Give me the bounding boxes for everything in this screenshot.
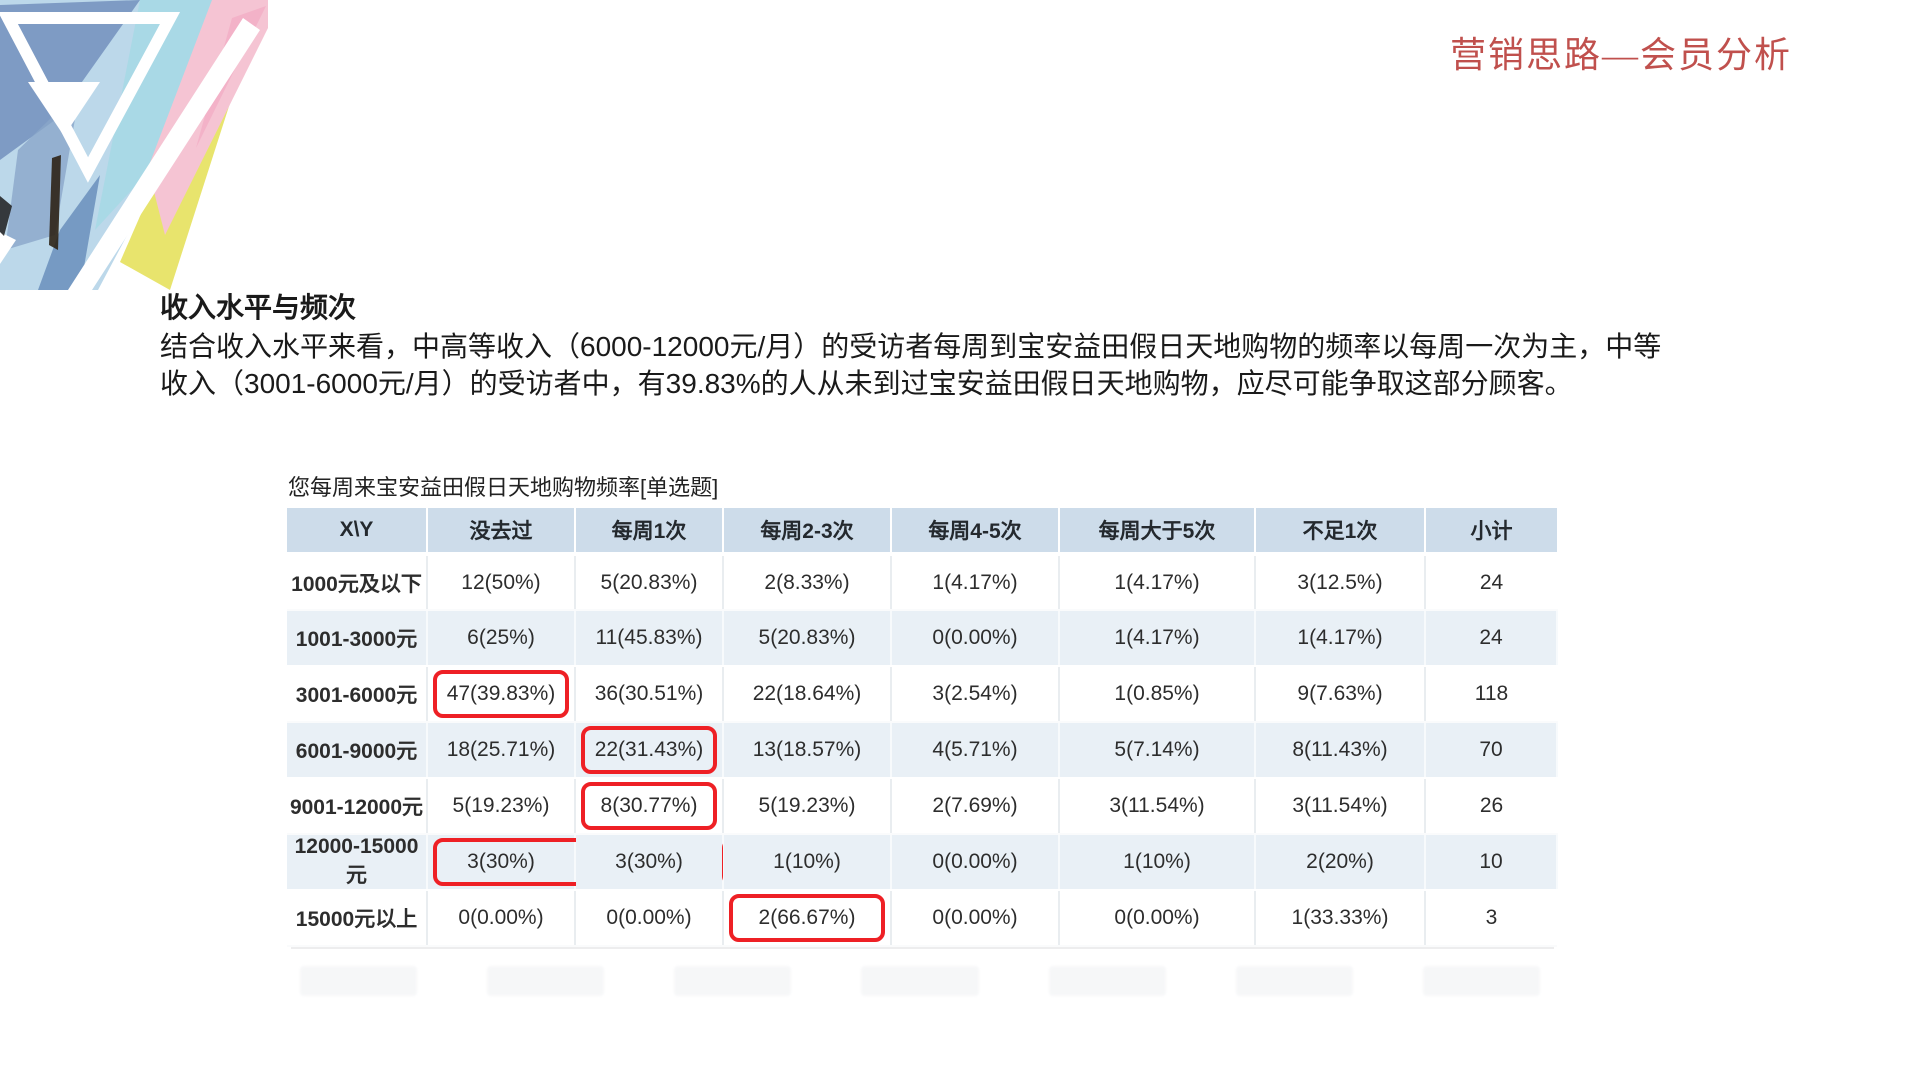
column-header: 不足1次 [1255, 508, 1426, 556]
table-cell: 4(5.71%) [891, 722, 1060, 779]
table-cell: 0(0.00%) [891, 610, 1060, 667]
table-row: 1001-3000元 6(25%) 11(45.83%) 5(20.83%) 0(0.0… [287, 610, 1558, 667]
row-label: 12000-15000元 [287, 834, 428, 891]
table-cell: 2(20%) [1255, 834, 1426, 891]
table-cell: 2(7.69%) [891, 778, 1060, 835]
table-cell: 0(0.00%) [575, 890, 724, 947]
highlighted-cell: 22(31.43%) [575, 722, 724, 779]
table-cell: 118 [1425, 666, 1557, 723]
table-row: 3001-6000元 47(39.83%) 36(30.51%) 22(18.64%)… [287, 666, 1557, 723]
table-cell: 0(0.00%) [1059, 890, 1256, 947]
table-row: 1000元及以下 12(50%) 5(20.83%) 2(8.33%) 1(4.17%)… [287, 554, 1557, 611]
table-body: 1000元及以下 12(50%) 5(20.83%) 2(8.33%) 1(4.17%)… [287, 554, 1558, 947]
row-label: 9001-12000元 [287, 778, 428, 835]
analysis-section: 收入水平与频次 结合收入水平来看，中高等收入（6000-12000元/月）的受访… [160, 288, 1850, 402]
row-label: 15000元以上 [287, 890, 428, 947]
row-label: 3001-6000元 [287, 666, 428, 723]
table-cell: 5(20.83%) [575, 554, 724, 611]
table-cell: 8(11.43%) [1255, 722, 1426, 779]
table-cell: 1(0.85%) [1059, 666, 1256, 723]
table-cell: 2(8.33%) [723, 554, 892, 611]
table-cell: 36(30.51%) [575, 666, 724, 723]
row-label: 1001-3000元 [287, 610, 428, 667]
column-header: X\Y [287, 508, 428, 556]
table-cell: 1(10%) [723, 834, 892, 891]
column-header: 每周2-3次 [723, 508, 892, 556]
table-cell: 0(0.00%) [891, 834, 1060, 891]
table-cell: 1(10%) [1059, 834, 1256, 891]
table-cell: 1(33.33%) [1255, 890, 1426, 947]
row-label: 1000元及以下 [287, 554, 428, 611]
table-cell: 13(18.57%) [723, 722, 892, 779]
table-cell: 24 [1425, 554, 1557, 611]
table-cell: 6(25%) [427, 610, 576, 667]
table-cell: 3(12.5%) [1255, 554, 1426, 611]
table-cell: 3 [1425, 890, 1557, 947]
highlighted-cell: 47(39.83%) [427, 666, 576, 723]
row-label: 6001-9000元 [287, 722, 428, 779]
table-cell: 11(45.83%) [575, 610, 724, 667]
corner-art-image [0, 0, 268, 290]
column-header: 每周大于5次 [1059, 508, 1256, 556]
table-row: 9001-12000元 5(19.23%) 8(30.77%) 5(19.23%) 2(… [287, 778, 1557, 835]
table-cell: 5(7.14%) [1059, 722, 1256, 779]
table-cell: 0(0.00%) [427, 890, 576, 947]
table-cell: 0(0.00%) [891, 890, 1060, 947]
highlighted-cell: 3(30%) [427, 834, 722, 891]
table-row: 6001-9000元 18(25.71%) 22(31.43%) 13(18.57%)… [287, 722, 1558, 779]
table-cell: 24 [1425, 610, 1558, 667]
table-cell: 3(30%) [575, 834, 724, 891]
table-cell: 5(20.83%) [723, 610, 892, 667]
table-row: 12000-15000元 3(30%) 3(30%) 1(10%) 0(0.00%) 1(… [287, 834, 1558, 891]
table-cell: 1(4.17%) [1059, 610, 1256, 667]
table-cell: 12(50%) [427, 554, 576, 611]
table-cell: 70 [1425, 722, 1558, 779]
column-header: 小计 [1425, 508, 1557, 556]
table-cell: 10 [1425, 834, 1558, 891]
table-cell: 5(19.23%) [427, 778, 576, 835]
section-heading: 收入水平与频次 [160, 292, 357, 323]
highlighted-cell: 8(30.77%) [575, 778, 724, 835]
header-row: X\Y 没去过 每周1次 每周2-3次 每周4-5次 每周大于5次 不足1次 小计 [287, 508, 1557, 556]
table-cell: 3(11.54%) [1255, 778, 1426, 835]
table-cell: 1(4.17%) [1255, 610, 1426, 667]
table-cell: 5(19.23%) [723, 778, 892, 835]
highlighted-cell: 2(66.67%) [723, 890, 892, 947]
table-cell: 3(11.54%) [1059, 778, 1256, 835]
table-cell: 1(4.17%) [1059, 554, 1256, 611]
body-text-line-1: 结合收入水平来看，中高等收入（6000-12000元/月）的受访者每周到宝安益田… [160, 331, 1662, 362]
frequency-table: X\Y 没去过 每周1次 每周2-3次 每周4-5次 每周大于5次 不足1次 小计 1000元… [287, 508, 1558, 947]
column-header: 每周4-5次 [891, 508, 1060, 556]
table-cell: 9(7.63%) [1255, 666, 1426, 723]
faded-artifact [300, 966, 1540, 996]
table-cell: 18(25.71%) [427, 722, 576, 779]
slide-title: 营销思路—会员分析 [1449, 35, 1792, 75]
table-cell: 22(18.64%) [723, 666, 892, 723]
table-caption: 您每周来宝安益田假日天地购物频率[单选题] [288, 475, 719, 500]
table-cell: 1(4.17%) [891, 554, 1060, 611]
table-row: 15000元以上 0(0.00%) 0(0.00%) 2(66.67%) 0(0.00%… [287, 890, 1557, 947]
column-header: 每周1次 [575, 508, 724, 556]
table-cell: 26 [1425, 778, 1557, 835]
table-cell: 3(2.54%) [891, 666, 1060, 723]
column-header: 没去过 [427, 508, 576, 556]
body-text-line-2: 收入（3001-6000元/月）的受访者中，有39.83%的人从未到过宝安益田假… [160, 368, 1573, 399]
